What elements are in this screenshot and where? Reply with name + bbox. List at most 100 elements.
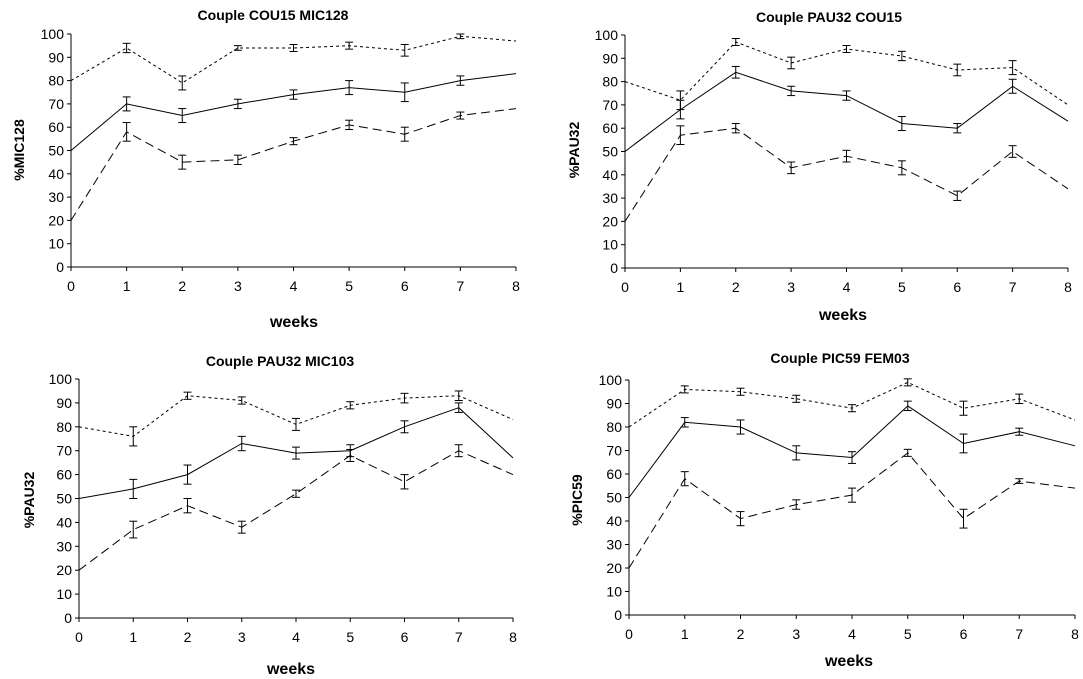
- y-tick-label: 20: [48, 212, 64, 228]
- x-tick-label: 4: [292, 629, 300, 645]
- error-bar: [787, 85, 796, 97]
- x-tick-label: 7: [1015, 626, 1023, 642]
- x-tick-label: 8: [509, 629, 517, 645]
- chart-panel-4: Couple PIC59 FEM030102030405060708090100…: [569, 350, 1079, 670]
- x-tick-label: 7: [456, 278, 464, 294]
- x-tick-label: 5: [904, 626, 912, 642]
- y-tick-label: 60: [602, 120, 618, 136]
- error-bar: [292, 446, 300, 460]
- y-tick-label: 20: [56, 562, 72, 578]
- error-bar: [400, 474, 409, 490]
- x-tick-label: 8: [1071, 626, 1079, 642]
- y-tick-label: 80: [606, 419, 622, 435]
- error-bar: [178, 154, 187, 170]
- y-tick-label: 90: [602, 50, 618, 66]
- error-bar: [959, 508, 968, 529]
- y-axis-title: %PIC59: [569, 474, 585, 526]
- error-bar: [178, 108, 187, 124]
- error-bar: [456, 75, 465, 86]
- x-tick-label: 0: [625, 626, 633, 642]
- x-axis-title: weeks: [824, 653, 873, 670]
- x-tick-label: 1: [681, 626, 689, 642]
- chart-title: Couple PAU32 COU15: [756, 9, 902, 25]
- series-line-dotted: [624, 41, 1069, 106]
- x-tick-label: 6: [401, 629, 409, 645]
- error-bar: [345, 80, 354, 96]
- error-bar: [454, 390, 463, 402]
- y-tick-label: 90: [606, 396, 622, 412]
- x-tick-label: 0: [75, 629, 83, 645]
- x-tick-label: 5: [345, 278, 353, 294]
- x-tick-label: 3: [787, 279, 795, 295]
- error-bar: [676, 99, 685, 120]
- x-tick-label: 3: [238, 629, 246, 645]
- y-tick-label: 30: [48, 189, 64, 205]
- error-bar: [792, 499, 801, 510]
- error-bar: [680, 417, 689, 428]
- error-bar: [1015, 478, 1024, 484]
- y-tick-label: 40: [606, 513, 622, 529]
- error-bar: [454, 402, 463, 413]
- error-bar: [953, 190, 962, 201]
- error-bar: [731, 123, 740, 134]
- y-tick-label: 100: [49, 371, 73, 387]
- error-bar: [731, 65, 740, 79]
- x-tick-label: 2: [732, 279, 740, 295]
- x-tick-label: 8: [512, 278, 520, 294]
- error-bar: [454, 444, 463, 458]
- y-tick-label: 0: [610, 260, 618, 276]
- series-line-dotted: [70, 35, 517, 84]
- error-bar: [842, 90, 851, 101]
- error-bar: [292, 489, 300, 498]
- x-tick-label: 3: [234, 278, 242, 294]
- y-tick-label: 50: [56, 491, 72, 507]
- y-tick-label: 50: [48, 143, 64, 159]
- x-axis-title: weeks: [266, 661, 315, 678]
- x-tick-label: 0: [67, 278, 75, 294]
- error-bar: [676, 125, 685, 146]
- y-axis-title: %PAU32: [21, 472, 37, 529]
- error-bar: [842, 149, 851, 163]
- error-bar: [787, 161, 796, 175]
- error-bar: [233, 45, 242, 51]
- y-tick-label: 60: [606, 466, 622, 482]
- error-bar: [129, 520, 138, 539]
- error-bar: [346, 449, 355, 462]
- y-axis-title: %MIC128: [11, 119, 27, 181]
- error-bar: [346, 401, 355, 410]
- error-bar: [129, 478, 138, 499]
- error-bar: [122, 42, 131, 54]
- error-bar: [680, 471, 689, 487]
- y-tick-label: 50: [606, 490, 622, 506]
- error-bar: [233, 154, 242, 165]
- y-tick-label: 80: [602, 74, 618, 90]
- series-line-dashed: [628, 452, 1076, 569]
- error-bar: [1015, 393, 1024, 404]
- x-tick-label: 1: [676, 279, 684, 295]
- y-tick-label: 20: [606, 560, 622, 576]
- error-bar: [345, 119, 354, 131]
- x-tick-label: 0: [621, 279, 629, 295]
- y-tick-label: 100: [41, 26, 65, 42]
- x-tick-label: 1: [129, 629, 137, 645]
- series-line-solid: [624, 71, 1069, 152]
- error-bar: [736, 511, 745, 527]
- x-axis-title: weeks: [269, 314, 318, 331]
- x-tick-label: 8: [1064, 279, 1072, 295]
- x-tick-label: 2: [178, 278, 186, 294]
- error-bar: [122, 122, 131, 142]
- y-tick-label: 10: [56, 586, 72, 602]
- error-bar: [792, 394, 801, 403]
- error-bar: [1008, 145, 1017, 158]
- y-tick-label: 90: [48, 49, 64, 65]
- error-bar: [400, 82, 409, 103]
- error-bar: [736, 387, 745, 396]
- error-bar: [897, 50, 906, 62]
- error-bar: [959, 400, 968, 416]
- chart-title: Couple COU15 MIC128: [198, 7, 349, 23]
- error-bar: [178, 75, 187, 91]
- error-bar: [959, 433, 968, 454]
- error-bar: [456, 111, 465, 120]
- y-tick-label: 10: [602, 237, 618, 253]
